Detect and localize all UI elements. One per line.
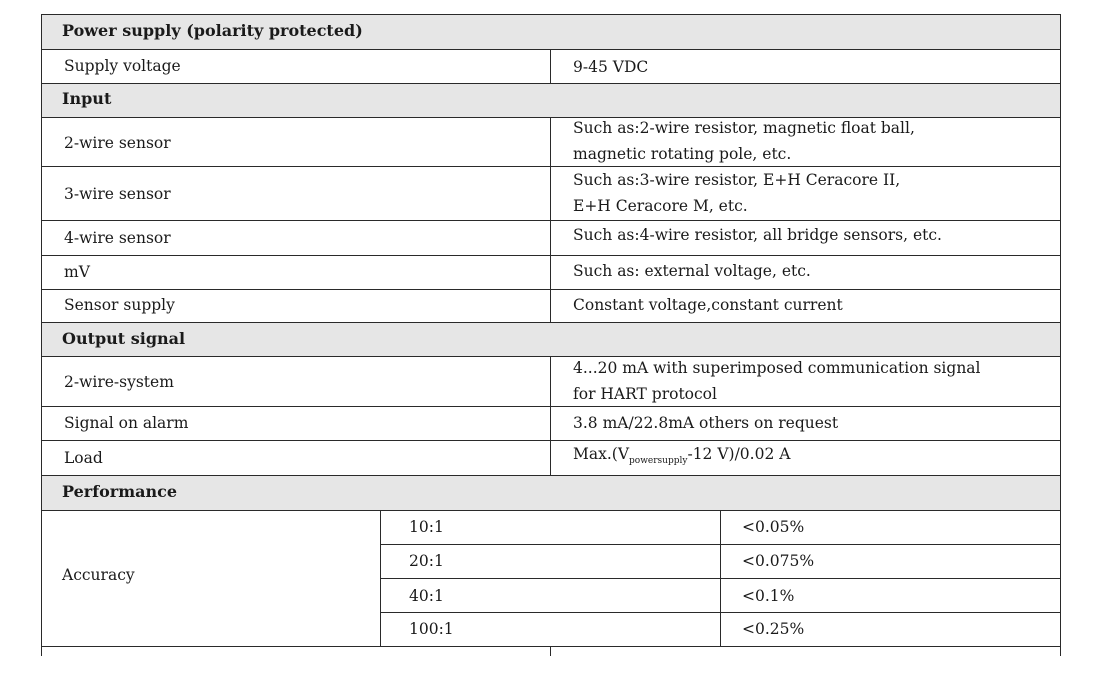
accuracy-label: Accuracy — [62, 566, 135, 584]
table-border — [1060, 646, 1061, 656]
load-suffix: -12 V)/0.02 A — [687, 445, 791, 463]
accuracy-row: 100:1 <0.25% — [381, 612, 1061, 646]
row-label: 2-wire sensor — [64, 134, 171, 152]
table-row-2-wire-system: 2-wire-system 4...20 mA with superimpose… — [41, 356, 1061, 406]
value-cell: Such as:4-wire resistor, all bridge sens… — [551, 221, 1060, 255]
label-cell: 2-wire-system — [42, 357, 551, 406]
row-value: Such as: external voltage, etc. — [573, 262, 811, 280]
value-cell: Such as: external voltage, etc. — [551, 256, 1060, 289]
label-cell: Sensor supply — [42, 290, 551, 322]
row-label: 2-wire-system — [64, 373, 174, 391]
value-cell: 4...20 mA with superimposed communicatio… — [551, 357, 1060, 406]
value-cell: Such as:2-wire resistor, magnetic float … — [551, 118, 1060, 166]
section-header-output-signal: Output signal — [41, 322, 1061, 356]
accuracy-row: 20:1 <0.075% — [381, 544, 1061, 578]
row-value: Such as:4-wire resistor, all bridge sens… — [573, 226, 942, 244]
value-cell: Max.(Vpowersupply-12 V)/0.02 A — [551, 441, 1060, 475]
row-value-line1: Such as:2-wire resistor, magnetic float … — [573, 119, 915, 137]
section-title: Power supply (polarity protected) — [62, 21, 363, 40]
value-cell: Constant voltage,constant current — [551, 290, 1060, 322]
value-cell: Such as:3-wire resistor, E+H Ceracore II… — [551, 167, 1060, 220]
row-label: 3-wire sensor — [64, 185, 171, 203]
accuracy-value: <0.075% — [742, 552, 815, 570]
table-row-3-wire-sensor: 3-wire sensor Such as:3-wire resistor, E… — [41, 166, 1061, 220]
accuracy-value: <0.05% — [742, 518, 805, 536]
table-row-supply-voltage: Supply voltage 9-45 VDC — [41, 49, 1061, 83]
row-label: Load — [64, 449, 103, 467]
row-label: 4-wire sensor — [64, 229, 171, 247]
row-value-line2: E+H Ceracore M, etc. — [573, 197, 748, 215]
table-border — [550, 646, 551, 656]
section-title: Input — [62, 89, 112, 108]
label-cell: 4-wire sensor — [42, 221, 551, 255]
ratio-cell: 10:1 — [381, 511, 721, 544]
row-label: Supply voltage — [64, 57, 181, 75]
row-value: 9-45 VDC — [573, 58, 649, 76]
accuracy-value: <0.25% — [742, 620, 805, 638]
row-value-line1: Such as:3-wire resistor, E+H Ceracore II… — [573, 171, 901, 189]
accuracy-row: 40:1 <0.1% — [381, 578, 1061, 612]
table-row-load: Load Max.(Vpowersupply-12 V)/0.02 A — [41, 440, 1061, 475]
load-prefix: Max.(V — [573, 445, 630, 463]
label-cell: Signal on alarm — [42, 407, 551, 440]
ratio-cell: 20:1 — [381, 545, 721, 578]
section-header-performance: Performance — [41, 475, 1061, 510]
table-row-sensor-supply: Sensor supply Constant voltage,constant … — [41, 289, 1061, 322]
ratio-cell: 100:1 — [381, 613, 721, 646]
table-row-mv: mV Such as: external voltage, etc. — [41, 255, 1061, 289]
section-title: Performance — [62, 482, 178, 501]
row-label: mV — [64, 263, 90, 281]
row-label: Sensor supply — [64, 296, 175, 314]
row-label: Signal on alarm — [64, 414, 189, 432]
accuracy-label-cell: Accuracy — [41, 510, 381, 646]
label-cell: 3-wire sensor — [42, 167, 551, 220]
label-cell: mV — [42, 256, 551, 289]
row-value-line2: magnetic rotating pole, etc. — [573, 145, 792, 163]
specification-table: Power supply (polarity protected) Supply… — [41, 14, 1061, 674]
section-header-input: Input — [41, 83, 1061, 117]
row-value: Max.(Vpowersupply-12 V)/0.02 A — [573, 441, 790, 474]
row-value-line1: 4...20 mA with superimposed communicatio… — [573, 359, 981, 377]
table-row-2-wire-sensor: 2-wire sensor Such as:2-wire resistor, m… — [41, 117, 1061, 166]
label-cell: Supply voltage — [42, 50, 551, 83]
table-row-signal-on-alarm: Signal on alarm 3.8 mA/22.8mA others on … — [41, 406, 1061, 440]
table-row-4-wire-sensor: 4-wire sensor Such as:4-wire resistor, a… — [41, 220, 1061, 255]
label-cell: 2-wire sensor — [42, 118, 551, 166]
accuracy-ratio: 10:1 — [409, 518, 444, 536]
row-value: 3.8 mA/22.8mA others on request — [573, 414, 839, 432]
load-subscript: powersupply — [629, 456, 688, 466]
accuracy-ratio: 100:1 — [409, 620, 454, 638]
table-border — [41, 646, 42, 656]
row-value: Constant voltage,constant current — [573, 296, 843, 314]
row-value-line2: for HART protocol — [573, 385, 717, 403]
label-cell: Load — [42, 441, 551, 475]
value-cell: 3.8 mA/22.8mA others on request — [551, 407, 1060, 440]
accuracy-value: <0.1% — [742, 587, 795, 605]
accuracy-row: 10:1 <0.05% — [381, 510, 1061, 544]
accuracy-ratio: 40:1 — [409, 587, 444, 605]
section-header-power-supply: Power supply (polarity protected) — [41, 14, 1061, 49]
section-title: Output signal — [62, 329, 186, 348]
accuracy-ratio: 20:1 — [409, 552, 444, 570]
ratio-cell: 40:1 — [381, 579, 721, 612]
table-divider — [41, 646, 1061, 647]
value-cell: 9-45 VDC — [551, 50, 1060, 83]
